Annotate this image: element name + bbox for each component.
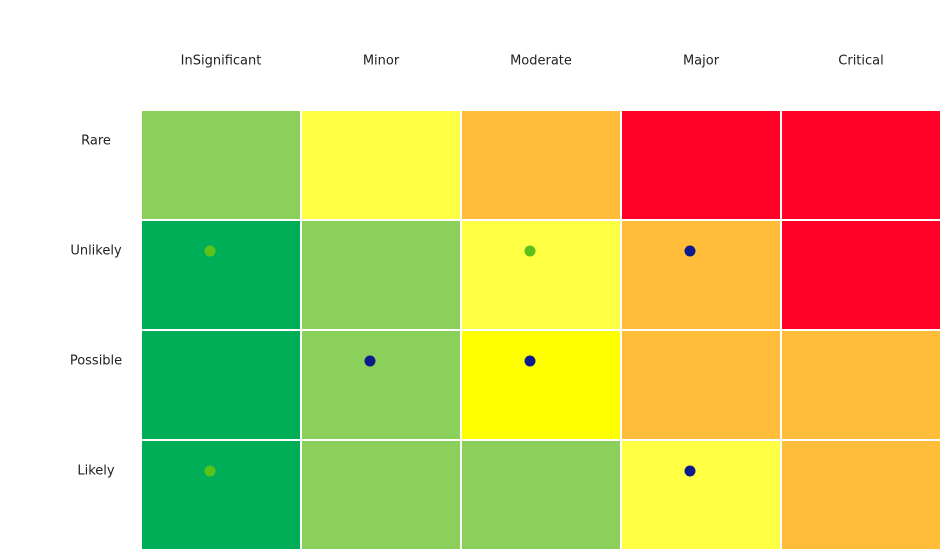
cell-likely-minor xyxy=(302,441,460,549)
row-labels: Rare Unlikely Possible Likely xyxy=(70,134,122,479)
risk-marker-unlikely-moderate xyxy=(524,245,536,257)
cell-possible-insignificant xyxy=(142,331,300,439)
risk-marker-possible-moderate xyxy=(524,355,536,367)
cell-likely-moderate xyxy=(462,441,620,549)
cell-unlikely-minor xyxy=(302,221,460,329)
cell-rare-major xyxy=(622,111,780,219)
cell-possible-critical xyxy=(782,331,940,439)
cell-unlikely-moderate xyxy=(462,221,620,329)
cell-rare-insignificant xyxy=(142,111,300,219)
cell-rare-critical xyxy=(782,111,940,219)
risk-marker-unlikely-insignificant xyxy=(204,245,216,257)
heatmap-cells xyxy=(142,111,940,549)
cell-likely-insignificant xyxy=(142,441,300,549)
cell-possible-moderate xyxy=(462,331,620,439)
cell-rare-minor xyxy=(302,111,460,219)
row-label-likely: Likely xyxy=(77,464,115,479)
column-label-critical: Critical xyxy=(838,54,883,69)
column-labels: InSignificant Minor Moderate Major Critical xyxy=(181,54,884,69)
cell-unlikely-critical xyxy=(782,221,940,329)
column-label-insignificant: InSignificant xyxy=(181,54,262,69)
risk-marker-likely-major xyxy=(684,465,696,477)
cell-possible-major xyxy=(622,331,780,439)
cell-rare-moderate xyxy=(462,111,620,219)
cell-possible-minor xyxy=(302,331,460,439)
column-label-minor: Minor xyxy=(363,54,400,69)
cell-unlikely-insignificant xyxy=(142,221,300,329)
row-label-rare: Rare xyxy=(81,134,111,149)
risk-marker-likely-insignificant xyxy=(204,465,216,477)
column-label-major: Major xyxy=(683,54,720,69)
risk-marker-possible-minor xyxy=(364,355,376,367)
risk-marker-unlikely-major xyxy=(684,245,696,257)
column-label-moderate: Moderate xyxy=(510,54,572,69)
cell-likely-critical xyxy=(782,441,940,549)
cell-likely-major xyxy=(622,441,780,549)
row-label-unlikely: Unlikely xyxy=(70,244,122,259)
cell-unlikely-major xyxy=(622,221,780,329)
risk-markers xyxy=(204,245,696,477)
row-label-possible: Possible xyxy=(70,354,122,369)
